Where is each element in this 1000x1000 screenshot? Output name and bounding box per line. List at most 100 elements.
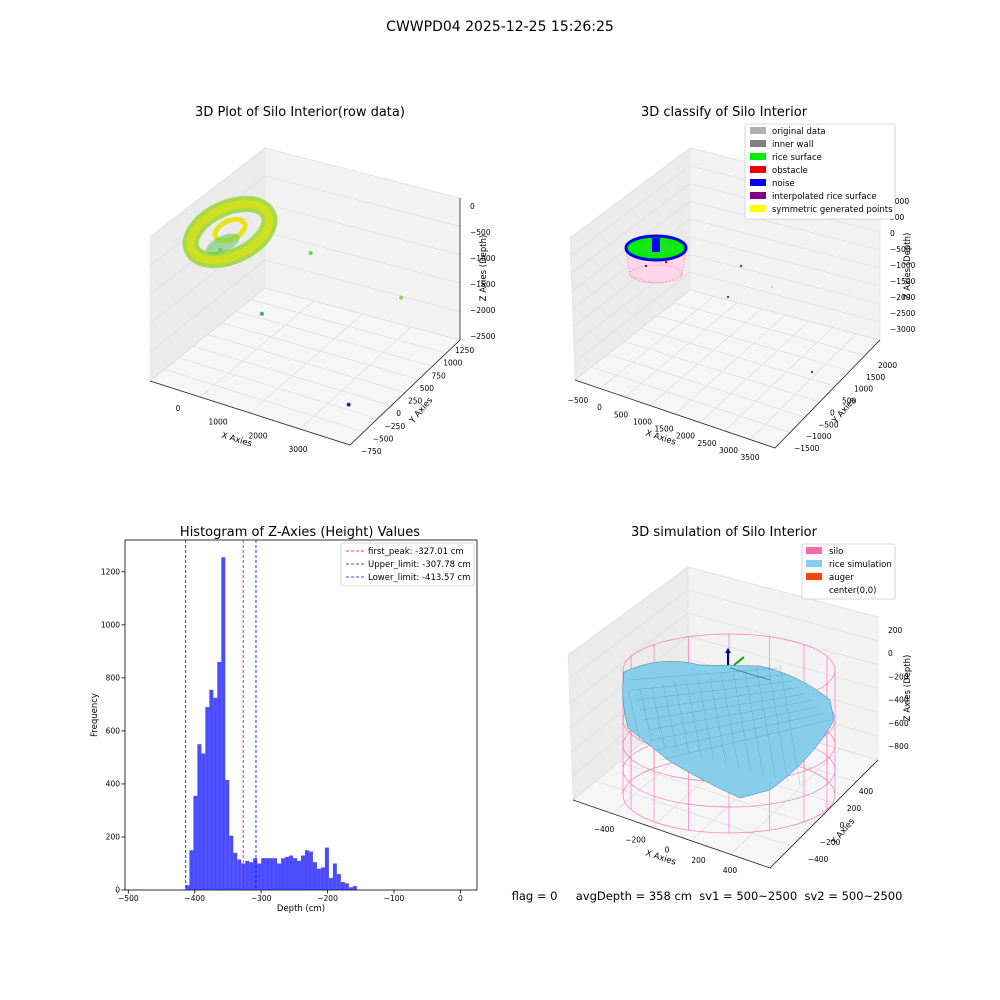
sim-z-label: Z Axies (Depth) xyxy=(903,655,913,722)
legend-label: inner wall xyxy=(772,140,813,150)
gridline xyxy=(689,236,881,287)
histogram-bar xyxy=(336,874,341,890)
gridline xyxy=(264,175,461,227)
histogram-bar xyxy=(189,850,194,890)
gridline xyxy=(640,328,836,387)
histogram-bar xyxy=(209,689,214,890)
sim-mesh-line xyxy=(647,700,812,731)
gridline xyxy=(193,345,392,406)
sim-legend-label: auger xyxy=(829,573,854,583)
gridline xyxy=(673,302,866,356)
gridline xyxy=(749,333,857,440)
classify-y-tick: 1500 xyxy=(866,373,885,382)
gridline xyxy=(571,183,691,274)
gridline xyxy=(236,310,433,367)
histogram-legend-label: first_peak: -327.01 cm xyxy=(368,547,464,557)
classify-dark-point xyxy=(645,265,647,267)
raw-x-tick: 3000 xyxy=(288,445,307,454)
sim-y-tick: 400 xyxy=(859,787,874,796)
histogram-x-tick: 0 xyxy=(458,894,463,903)
sim-y-tick: −400 xyxy=(808,855,829,864)
raw-ring-shadow xyxy=(206,233,240,255)
sim-mesh-line xyxy=(627,689,641,741)
panel-classify: 3D classify of Silo Interior −500 0 500 100… xyxy=(568,105,916,462)
gridline xyxy=(574,272,691,363)
sim-x-tick: −200 xyxy=(625,835,646,844)
gridline xyxy=(264,203,461,256)
histogram-bar xyxy=(316,868,321,890)
histogram-legend-label: Upper_limit: -307.78 cm xyxy=(368,560,471,570)
sim-x-tick: 400 xyxy=(723,866,738,875)
raw-z-tick: −2500 xyxy=(470,332,496,341)
gridline xyxy=(595,780,792,847)
histogram-x-tick: −400 xyxy=(184,894,205,903)
sim-x-label: X Axies xyxy=(644,848,677,867)
classify-y-tick: −500 xyxy=(818,420,839,429)
histogram-bar xyxy=(197,744,202,890)
panel-histogram: Histogram of Z-Axies (Height) Values −50… xyxy=(90,525,478,914)
legend-label: rice surface xyxy=(772,153,822,163)
classify-x-tick: 2500 xyxy=(697,439,716,448)
sim-legend-label: center(0,0) xyxy=(829,586,877,596)
histogram-bar xyxy=(344,883,349,890)
histogram-bar xyxy=(289,855,294,890)
histogram-x-ticks: −500 −400 −300 −200 −100 0 xyxy=(118,890,463,903)
histogram-x-tick: −100 xyxy=(384,894,405,903)
gridline xyxy=(149,287,266,382)
histogram-bar xyxy=(301,855,305,890)
raw-y-tick: −250 xyxy=(385,422,406,431)
histogram-bar xyxy=(257,863,262,890)
histogram-y-tick: 600 xyxy=(106,726,121,735)
sim-auger-shadow xyxy=(729,667,771,681)
histogram-bar xyxy=(277,863,282,890)
sim-rice-surface xyxy=(622,661,835,799)
sim-x-ticks: −400 −200 0 200 400 xyxy=(594,825,738,875)
gridline xyxy=(599,296,714,389)
legend-label: symmetric generated points xyxy=(772,205,893,215)
raw-axis-edges xyxy=(149,339,461,446)
gridline xyxy=(607,353,806,418)
sim-z-tick: −800 xyxy=(888,742,909,751)
histogram-bar xyxy=(229,835,234,890)
histogram-bar xyxy=(348,887,353,890)
raw-x-ticks: 0 1000 2000 3000 xyxy=(176,404,308,454)
histogram-bar xyxy=(340,882,345,890)
histogram-y-tick: 800 xyxy=(106,673,121,682)
raw-y-tick: −750 xyxy=(361,447,382,456)
classify-z-tick: −500 xyxy=(890,245,911,254)
classify-z-tick: 500 xyxy=(890,213,905,222)
classify-z-ticks: −3000 −2500 −2000 −1500 −1000 −500 0 500 1000 xyxy=(890,197,916,334)
sim-y-tick: −200 xyxy=(820,838,841,847)
raw-y-tick: 1250 xyxy=(455,346,474,355)
histogram-bar xyxy=(352,886,357,890)
histogram-bar xyxy=(193,795,198,890)
classify-axis-edges xyxy=(574,339,881,449)
sim-mesh-line xyxy=(768,666,788,782)
histogram-y-ticks: 0 200 400 600 800 1000 1200 xyxy=(101,567,125,895)
classify-y-ticks: −1500 −1000 −500 0 500 1000 1500 2000 xyxy=(794,361,897,453)
gridline xyxy=(689,289,881,341)
sim-mesh-line xyxy=(627,667,781,681)
gridline xyxy=(264,231,461,284)
sim-legend-items: silo rice simulation auger center(0,0) xyxy=(806,547,892,596)
sim-mesh-line xyxy=(721,674,739,768)
sim-mesh-line xyxy=(639,687,799,711)
gridline xyxy=(221,322,419,380)
histogram-y-tick: 0 xyxy=(115,886,120,895)
classify-y-tick: 2000 xyxy=(878,361,897,370)
histogram-bar xyxy=(181,889,186,890)
classify-x-tick: 3500 xyxy=(740,453,759,462)
histogram-bar xyxy=(233,852,238,890)
raw-point xyxy=(399,295,404,300)
gridline xyxy=(569,147,691,239)
legend-label: interpolated rice surface xyxy=(772,192,877,202)
sim-x-tick: 0 xyxy=(665,846,670,855)
sim-legend-swatch xyxy=(806,573,822,580)
gridline xyxy=(618,761,814,826)
classify-y-tick: −1500 xyxy=(794,444,820,453)
raw-z-ticks: −2500 −2000 −1500 −1000 −500 0 xyxy=(470,202,496,341)
histogram-y-tick: 1000 xyxy=(101,620,120,629)
classify-noise-point xyxy=(740,265,742,267)
sim-mesh-line xyxy=(744,670,764,775)
